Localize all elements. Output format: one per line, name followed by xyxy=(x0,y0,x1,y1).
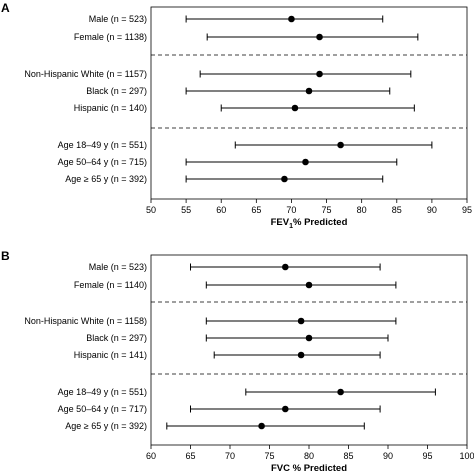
row-label: Female (n = 1138) xyxy=(74,32,147,42)
x-tick-label: 80 xyxy=(304,451,314,461)
x-axis-label: FEV1% Predicted xyxy=(271,217,348,230)
estimate-point xyxy=(305,334,313,342)
row-label: Black (n = 297) xyxy=(86,86,147,96)
estimate-point xyxy=(282,405,289,413)
x-tick-label: 55 xyxy=(181,205,191,215)
row-label: Age 50–64 y (n = 717) xyxy=(58,404,147,414)
row-label: Female (n = 1140) xyxy=(74,280,147,290)
x-tick-label: 75 xyxy=(322,205,332,215)
row-label: Age ≥ 65 y (n = 392) xyxy=(65,174,147,184)
estimate-point xyxy=(291,104,299,112)
row-label: Hispanic (n = 141) xyxy=(74,350,147,360)
estimate-point xyxy=(337,141,344,149)
x-tick-label: 70 xyxy=(225,451,235,461)
x-tick-label: 60 xyxy=(146,451,156,461)
estimate-point xyxy=(302,158,309,166)
x-tick-label: 80 xyxy=(357,205,367,215)
x-tick-label: 100 xyxy=(459,451,474,461)
estimate-point xyxy=(281,175,288,183)
row-label: Age 18–49 y (n = 551) xyxy=(58,140,147,150)
plot-frame xyxy=(150,6,468,200)
x-tick-label: 50 xyxy=(146,205,156,215)
row-label: Age 18–49 y (n = 551) xyxy=(58,387,147,397)
estimate-point xyxy=(288,15,295,23)
estimate-point xyxy=(316,33,323,41)
row-label: Hispanic (n = 140) xyxy=(74,103,147,113)
x-tick-label: 60 xyxy=(216,205,226,215)
row-label: Black (n = 297) xyxy=(86,333,147,343)
row-label: Male (n = 523) xyxy=(89,262,147,272)
estimate-point xyxy=(297,351,305,359)
row-label: Non-Hispanic White (n = 1157) xyxy=(24,69,147,79)
x-tick-label: 90 xyxy=(383,451,393,461)
x-tick-label: 75 xyxy=(264,451,274,461)
x-tick-label: 90 xyxy=(427,205,437,215)
panel-label: A xyxy=(1,1,10,15)
estimate-point xyxy=(337,388,344,396)
row-label: Age 50–64 y (n = 715) xyxy=(58,157,147,167)
estimate-point xyxy=(305,87,313,95)
x-tick-label: 95 xyxy=(462,205,472,215)
panel-label: B xyxy=(1,249,10,263)
x-tick-label: 65 xyxy=(251,205,261,215)
row-label: Non-Hispanic White (n = 1158) xyxy=(24,316,147,326)
row-label: Age ≥ 65 y (n = 392) xyxy=(65,421,147,431)
row-label: Male (n = 523) xyxy=(89,14,147,24)
x-tick-label: 95 xyxy=(422,451,432,461)
x-tick-label: 85 xyxy=(343,451,353,461)
panel-a: A 50 55 60 65 70 75 80 85 90 95 FEV1% Predicted Male… xyxy=(1,1,472,230)
x-axis-label: FVC % Predicted xyxy=(271,463,347,474)
x-tick-label: 85 xyxy=(392,205,402,215)
estimate-point xyxy=(297,317,305,325)
estimate-point xyxy=(316,70,323,78)
x-tick-label: 65 xyxy=(185,451,195,461)
estimate-point xyxy=(258,422,265,430)
estimate-point xyxy=(305,281,313,289)
panel-b: B 60 65 70 75 80 85 90 95 100 FVC % Predicted Male … xyxy=(1,249,474,474)
estimate-point xyxy=(282,263,289,271)
x-tick-label: 70 xyxy=(286,205,296,215)
